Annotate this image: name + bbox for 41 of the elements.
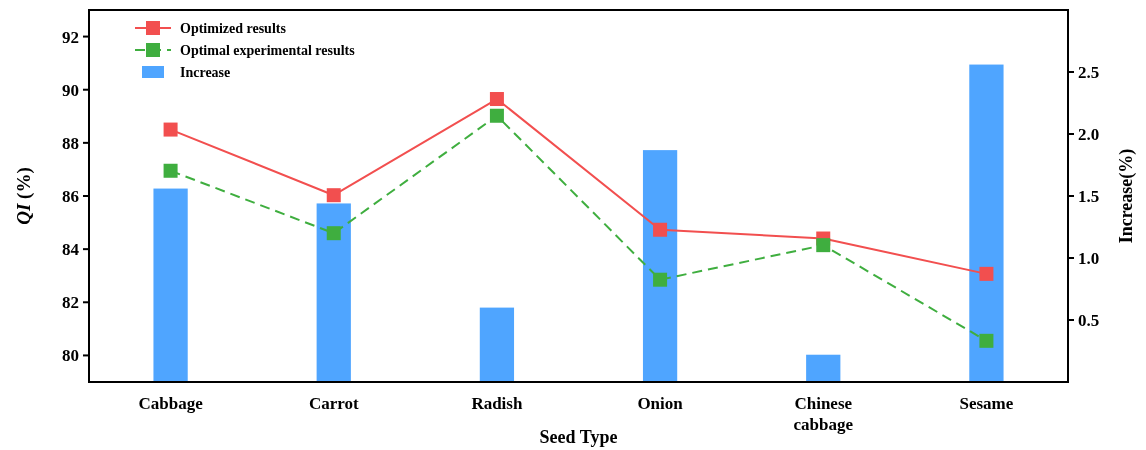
y2-tick-label: 2.5: [1078, 62, 1100, 82]
bar: [806, 354, 841, 382]
bar: [969, 64, 1004, 382]
x-tick-label: Cabbage: [138, 394, 204, 413]
y-tick-label: 82: [62, 293, 79, 313]
y2-tick-label: 1.0: [1078, 248, 1100, 268]
x-tick-label: Radish: [471, 394, 523, 413]
y-axis-title: QI (%): [13, 167, 35, 225]
point: [326, 188, 341, 203]
y-tick-label: 80: [62, 346, 79, 366]
x-tick-label: Sesame: [959, 394, 1014, 413]
legend-label: Increase: [180, 64, 231, 80]
bar: [642, 150, 678, 382]
point: [653, 272, 668, 287]
point: [653, 222, 668, 237]
y-tick-label: 92: [62, 27, 79, 47]
y2-tick-label: 1.5: [1078, 186, 1100, 206]
point: [163, 163, 178, 178]
y-tick-label: 90: [62, 80, 79, 100]
point: [489, 92, 504, 107]
y2-tick-label: 2.0: [1078, 124, 1100, 144]
legend-label: Optimal experimental results: [180, 42, 356, 58]
point: [489, 108, 504, 123]
point: [163, 122, 178, 137]
y2-tick-label: 0.5: [1078, 310, 1100, 330]
point: [816, 238, 831, 253]
y2-axis-title: Increase(%): [1116, 148, 1137, 244]
y-tick-label: 84: [62, 240, 80, 260]
bar: [153, 188, 188, 382]
x-tick-label: Onion: [637, 394, 684, 413]
bar: [479, 307, 515, 382]
point: [979, 266, 994, 281]
point: [326, 226, 341, 241]
x-axis-title: Seed Type: [539, 427, 618, 447]
y-tick-label: 88: [62, 133, 79, 153]
x-tick-label: Carrot: [308, 394, 359, 413]
point: [979, 333, 994, 348]
y-tick-label: 86: [62, 186, 79, 206]
x-tick-label: Chinese cabbage: [793, 394, 854, 434]
bar: [316, 203, 351, 382]
legend-label: Optimized results: [180, 20, 287, 36]
